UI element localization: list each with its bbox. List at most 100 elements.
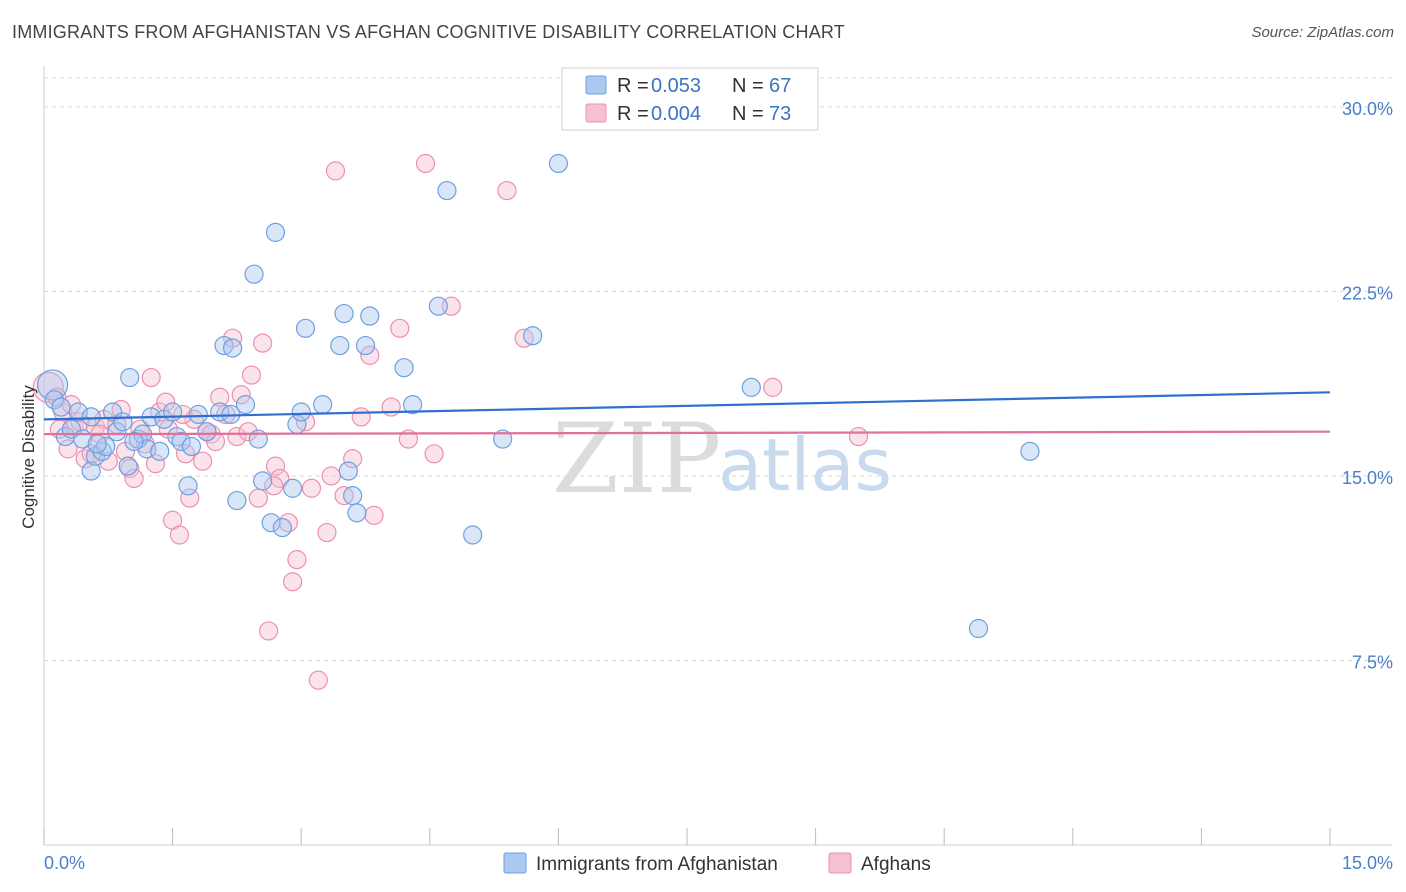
bottom-legend-swatch-blue [503, 852, 527, 874]
point-immigrants [741, 377, 761, 397]
point-afghans [264, 476, 284, 496]
point-immigrants [124, 431, 144, 452]
point-immigrants [244, 264, 264, 284]
point-immigrants [347, 503, 367, 523]
point-afghans [317, 522, 337, 543]
point-afghans [763, 377, 783, 397]
trend-line-afghans [43, 430, 1331, 436]
point-afghans [193, 451, 213, 471]
point-afghans [308, 670, 328, 690]
legend-pink-n-value: 73 [769, 103, 791, 125]
bottom-legend-swatch-pink [828, 852, 852, 874]
point-immigrants [313, 395, 333, 415]
point-immigrants [291, 402, 311, 422]
point-immigrants [171, 431, 191, 452]
legend-swatch-blue [585, 75, 607, 95]
point-immigrants [44, 390, 64, 410]
legend-pink-n-label: N = [732, 103, 764, 125]
point-immigrants [227, 490, 247, 511]
axes [43, 66, 1392, 846]
point-afghans [156, 392, 176, 412]
y-axis-label: Cognitive Disability [19, 385, 38, 529]
point-afghans [415, 153, 436, 174]
bottom-legend-immigrants: Immigrants from Afghanistan [536, 854, 778, 875]
trend-lines [43, 391, 1331, 436]
point-immigrants [493, 429, 513, 449]
point-afghans [364, 505, 384, 525]
point-immigrants [81, 407, 101, 427]
legend-blue-r-value: 0.053 [651, 75, 701, 97]
y-tick-label: 15.0% [1342, 468, 1393, 488]
point-immigrants [283, 478, 303, 498]
point-immigrants [330, 335, 350, 356]
point-immigrants [87, 434, 107, 454]
x-tick-max: 15.0% [1342, 853, 1393, 873]
point-immigrants [272, 518, 292, 538]
point-immigrants [1020, 441, 1040, 461]
point-immigrants [113, 412, 133, 432]
point-immigrants [188, 404, 208, 425]
point-afghans [343, 449, 363, 469]
legend-blue-n-value: 67 [769, 75, 791, 97]
point-afghans [497, 180, 517, 201]
point-afghans [381, 397, 401, 417]
point-afghans [259, 621, 279, 641]
point-immigrants [107, 422, 127, 442]
legend-swatch-pink [585, 103, 607, 123]
point-immigrants [334, 303, 354, 324]
trend-line-immigrants [43, 391, 1331, 421]
point-afghans [169, 525, 190, 545]
point-immigrants [181, 436, 202, 457]
point-immigrants [355, 335, 376, 356]
point-immigrants [343, 486, 363, 506]
point-immigrants [120, 367, 140, 388]
point-afghans [848, 426, 869, 447]
point-immigrants [295, 318, 316, 338]
point-immigrants [338, 461, 358, 481]
point-afghans [58, 439, 78, 459]
point-immigrants [178, 476, 198, 496]
watermark-zip: ZIP [552, 403, 721, 515]
point-immigrants [360, 306, 380, 326]
point-immigrants [548, 153, 569, 174]
y-tick-label: 7.5% [1352, 652, 1393, 672]
legend-pink-r-value: 0.004 [651, 103, 701, 125]
point-immigrants [197, 422, 217, 442]
point-afghans [248, 488, 268, 508]
series-legend: Immigrants from Afghanistan Afghans [503, 852, 931, 875]
point-afghans [301, 478, 322, 498]
point-immigrants [523, 326, 543, 346]
legend-pink-r-label: R = [617, 103, 649, 125]
point-afghans [398, 429, 418, 449]
point-immigrants [223, 338, 243, 358]
point-afghans [351, 407, 371, 427]
point-afghans [145, 454, 166, 474]
point-afghans [124, 468, 144, 489]
point-immigrants [403, 395, 423, 415]
point-immigrants [235, 395, 256, 415]
point-immigrants [394, 358, 414, 378]
point-afghans [238, 422, 258, 442]
point-afghans [360, 345, 380, 365]
bottom-legend-afghans: Afghans [861, 854, 931, 875]
point-immigrants [51, 397, 71, 417]
point-afghans [424, 444, 444, 464]
point-afghans [265, 456, 286, 476]
point-afghans [253, 333, 273, 353]
point-afghans [210, 387, 230, 407]
point-afghans [141, 367, 161, 388]
point-afghans [98, 451, 118, 471]
point-immigrants [81, 461, 101, 481]
watermark-atlas: atlas [718, 423, 892, 507]
point-immigrants [968, 618, 989, 639]
x-tick-min: 0.0% [44, 853, 85, 873]
point-immigrants [150, 441, 170, 461]
point-afghans [241, 365, 262, 385]
legend-blue-r-label: R = [617, 75, 649, 97]
point-immigrants [428, 296, 448, 316]
correlation-legend: R = 0.053 N = 67 R = 0.004 N = 73 [561, 67, 819, 131]
point-afghans [325, 161, 346, 181]
point-immigrants [118, 456, 138, 476]
point-immigrants [253, 471, 273, 491]
